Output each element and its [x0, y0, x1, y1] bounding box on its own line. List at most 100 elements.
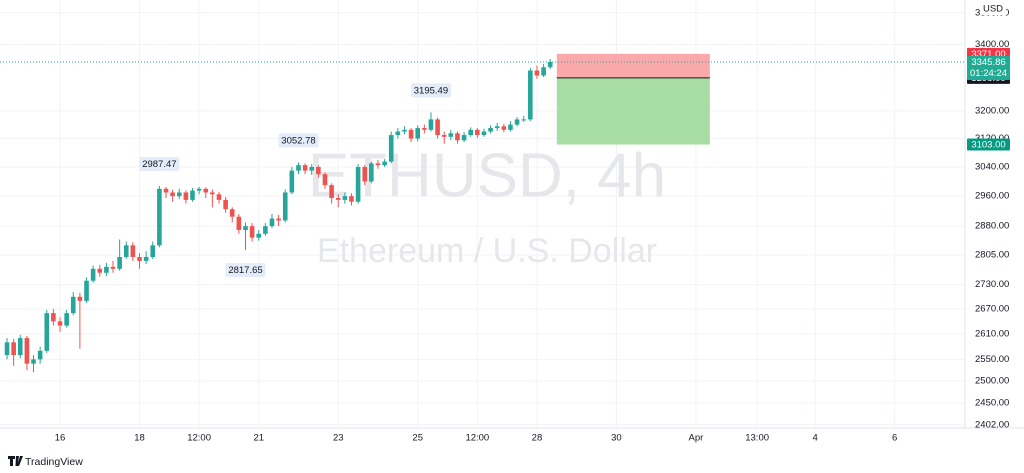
candle-body: [521, 119, 527, 121]
candle-body: [104, 266, 109, 273]
x-tick-label: 23: [333, 433, 344, 444]
candle-body: [269, 218, 275, 227]
candle-body: [263, 226, 268, 234]
candle-body: [435, 119, 440, 136]
candle-body: [461, 135, 467, 141]
candle-body: [97, 268, 103, 273]
y-tick-label: 2880.00: [975, 221, 1009, 232]
candle-body: [514, 119, 520, 125]
candle-body: [37, 350, 43, 360]
candle-body: [282, 192, 288, 221]
y-tick-label: 2960.00: [975, 191, 1009, 202]
candle-body: [335, 198, 341, 200]
candle-body: [355, 166, 361, 202]
candle-body: [329, 185, 334, 199]
y-tick-label: 2402.00: [975, 419, 1009, 430]
candle-body: [448, 133, 454, 137]
x-tick-label: 25: [412, 433, 423, 444]
y-tick-label: 2730.00: [975, 279, 1009, 290]
candle-body: [84, 280, 89, 301]
candle-body: [4, 342, 10, 356]
candle-body: [117, 256, 122, 269]
candle-body: [31, 359, 36, 364]
candle-body: [70, 296, 76, 314]
candle-body: [494, 126, 500, 129]
candle-body: [24, 338, 30, 364]
candle-body: [501, 126, 507, 130]
candle-body: [143, 256, 149, 261]
candle-body: [210, 192, 215, 195]
candle-body: [388, 135, 394, 162]
candle-body: [176, 192, 182, 197]
countdown-label: 01:24:24: [970, 68, 1007, 79]
brand-name: TradingView: [25, 456, 83, 468]
x-tick-label: 30: [611, 433, 622, 444]
currency-bg: [980, 2, 1006, 15]
description-watermark: Ethereum / U.S. Dollar: [317, 232, 657, 270]
candle-body: [402, 129, 407, 132]
candle-body: [110, 266, 116, 269]
candle-body: [547, 62, 553, 68]
x-tick-label: 6: [892, 433, 897, 444]
x-tick-label: 12:00: [187, 433, 211, 444]
candle-body: [481, 131, 487, 136]
price-label: 3371.00: [971, 49, 1005, 60]
annotation-box: [410, 83, 451, 98]
candle-body: [302, 165, 308, 171]
candle-body: [157, 188, 162, 246]
candle-body: [349, 196, 354, 202]
last-price-box: [967, 56, 1010, 81]
target-zone: [556, 77, 710, 145]
x-tick-label: Apr: [689, 433, 704, 444]
y-tick-label: 2550.00: [975, 354, 1009, 365]
candle-body: [44, 313, 50, 351]
annotation-label: 3052.78: [281, 135, 315, 146]
annotation-label: 2817.65: [228, 265, 262, 276]
candle-body: [309, 166, 315, 171]
candle-body: [362, 166, 368, 182]
candle-body: [441, 135, 447, 137]
candle-body: [296, 165, 301, 171]
y-tick-label: 2610.00: [975, 328, 1009, 339]
candle-body: [468, 129, 473, 136]
x-tick-label: 4: [813, 433, 818, 444]
candle-body: [415, 128, 421, 139]
candle-body: [51, 313, 56, 322]
x-tick-label: 21: [253, 433, 264, 444]
brand-icon: [8, 456, 23, 466]
candle-body: [534, 70, 540, 76]
y-tick-label: 2670.00: [975, 304, 1009, 315]
candle-body: [77, 296, 83, 301]
y-tick-label: 3200.00: [975, 105, 1009, 116]
x-tick-label: 12:00: [465, 433, 489, 444]
last-price-label: 3345.86: [971, 57, 1005, 68]
candle-body: [236, 216, 242, 230]
candle-body: [375, 163, 381, 166]
candle-body: [276, 218, 281, 221]
candle-body: [163, 188, 169, 193]
candle-body: [382, 161, 387, 166]
candle-body: [203, 188, 209, 193]
x-tick-label: 16: [55, 433, 66, 444]
candle-body: [150, 245, 156, 257]
candle-body: [395, 131, 401, 136]
annotation-box: [225, 263, 266, 278]
candle-body: [64, 313, 69, 326]
candle-body: [183, 192, 189, 200]
candle-body: [11, 342, 16, 356]
grid: [0, 0, 965, 428]
y-tick-label: 3040.00: [975, 161, 1009, 172]
candle-body: [223, 199, 228, 210]
annotation-label: 2987.47: [142, 159, 176, 170]
candle-body: [137, 256, 142, 261]
currency: USD: [983, 4, 1003, 15]
candle-body: [190, 190, 195, 200]
x-tick-label: 18: [134, 433, 145, 444]
candle-body: [196, 188, 202, 191]
candle-body: [541, 67, 546, 76]
candle-body: [243, 226, 248, 230]
candle-body: [455, 133, 460, 141]
candle-body: [508, 124, 513, 130]
